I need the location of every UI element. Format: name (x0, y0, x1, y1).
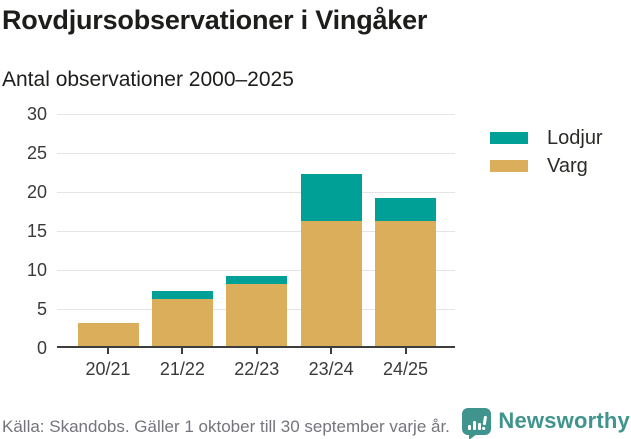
newsworthy-logo[interactable]: Newsworthy (462, 404, 630, 439)
chart-title: Rovdjursobservationer i Vingåker (2, 5, 428, 35)
exclamation-glyph (481, 415, 487, 430)
source-text: Källa: Skandobs. Gäller 1 oktober till 3… (2, 417, 450, 436)
bar-segment-varg (226, 283, 288, 346)
y-tick-label: 25 (26, 143, 47, 163)
bar-segment-lodjur (226, 275, 288, 284)
bar-column (375, 197, 436, 346)
y-tick-label: 0 (36, 338, 47, 358)
plot-area (57, 114, 455, 354)
bar-segment-lodjur (375, 197, 436, 222)
x-tick-mark (255, 348, 258, 354)
bar-column (226, 275, 288, 346)
y-axis-labels: 0 5 10 15 20 25 30 (0, 105, 47, 357)
x-tick-label: 23/24 (308, 359, 354, 379)
x-tick-label: 22/23 (234, 359, 280, 379)
x-tick-mark (404, 348, 407, 354)
legend-swatch-lodjur (490, 132, 528, 144)
bar-segment-varg (300, 221, 362, 346)
legend: Lodjur Varg (490, 125, 603, 179)
bar-segment-varg (151, 299, 213, 346)
bar-segment-lodjur (151, 291, 213, 300)
legend-label: Varg (547, 155, 588, 177)
x-axis-line (57, 346, 455, 348)
y-tick-label: 20 (26, 182, 47, 202)
gridline (57, 270, 455, 271)
chart-subtitle: Antal observationer 2000–2025 (2, 68, 294, 91)
x-tick-label: 21/22 (159, 359, 205, 379)
legend-item-varg: Varg (490, 153, 603, 179)
y-tick-label: 5 (36, 299, 47, 319)
x-tick-mark (107, 348, 109, 354)
bar-chart-glyph (467, 424, 471, 430)
y-tick-label: 30 (26, 104, 47, 124)
newsworthy-badge-icon (462, 407, 492, 439)
x-tick-mark (181, 348, 184, 354)
y-tick-label: 15 (26, 221, 47, 241)
legend-swatch-varg (490, 160, 528, 172)
bar-segment-lodjur (300, 174, 362, 222)
bar-segment-varg (375, 221, 436, 346)
x-tick-label: 20/21 (85, 359, 131, 379)
gridline (57, 153, 455, 154)
x-tick-mark (330, 348, 333, 354)
x-tick-label: 24/25 (382, 359, 429, 379)
y-tick-label: 10 (26, 260, 47, 280)
newsworthy-wordmark: Newsworthy (498, 408, 630, 433)
bar-column (77, 322, 139, 346)
bar-segment-varg (77, 322, 139, 346)
bar-chart-glyph (477, 422, 481, 430)
gridline (57, 231, 455, 232)
x-axis-labels: 20/21 21/22 22/23 23/24 24/25 (57, 358, 455, 380)
bar-chart-glyph (472, 420, 476, 430)
legend-item-lodjur: Lodjur (490, 125, 603, 151)
legend-label: Lodjur (547, 127, 603, 149)
bar-column (151, 291, 213, 346)
gridline (57, 114, 455, 115)
bar-column (300, 174, 362, 346)
gridline (57, 192, 455, 193)
